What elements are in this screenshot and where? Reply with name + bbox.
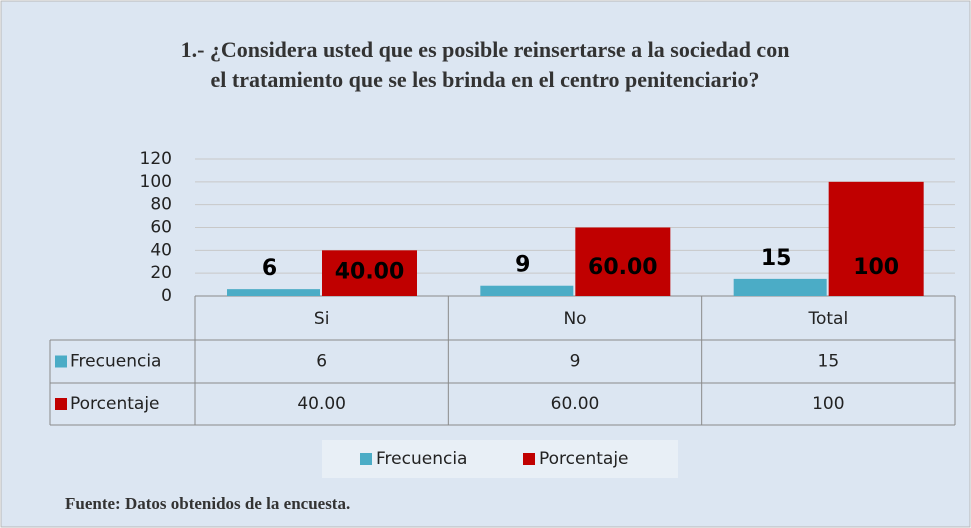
bar	[733, 278, 827, 296]
legend-box	[322, 440, 678, 478]
data-label: 15	[761, 246, 792, 271]
table-cell: 6	[316, 352, 327, 372]
data-label: 100	[853, 255, 899, 280]
table-cell: 9	[570, 352, 581, 372]
table-row-label: Frecuencia	[70, 352, 161, 372]
bar	[575, 227, 671, 296]
y-tick-label: 80	[150, 195, 172, 215]
legend-swatch	[55, 355, 67, 368]
source-note: Fuente: Datos obtenidos de la encuesta.	[65, 494, 350, 513]
y-tick-label: 40	[150, 240, 172, 260]
table-row-label: Porcentaje	[70, 394, 160, 414]
legend-swatch	[523, 453, 535, 465]
legend-label: Frecuencia	[376, 449, 467, 469]
y-tick-label: 60	[150, 218, 172, 238]
data-label: 40.00	[335, 259, 405, 284]
table-header: Total	[807, 309, 848, 329]
legend-swatch	[360, 453, 372, 465]
table-cell: 60.00	[551, 394, 600, 414]
table-header: No	[563, 309, 586, 329]
y-tick-label: 120	[140, 149, 172, 169]
legend-label: Porcentaje	[539, 449, 629, 469]
bar	[828, 181, 924, 296]
data-label: 6	[262, 256, 277, 281]
y-tick-label: 20	[150, 263, 172, 283]
y-tick-label: 0	[161, 286, 172, 306]
table-cell: 100	[812, 394, 844, 414]
data-label: 9	[515, 253, 530, 278]
data-label: 60.00	[588, 255, 658, 280]
bar	[227, 289, 320, 296]
chart-title: 1.- ¿Considera usted que es posible rein…	[181, 37, 790, 92]
legend-swatch	[55, 398, 67, 410]
table-cell: 40.00	[297, 394, 346, 414]
bar	[480, 285, 574, 296]
table-header: Si	[314, 309, 330, 329]
bar	[322, 250, 417, 296]
y-tick-label: 100	[140, 172, 172, 192]
table-cell: 15	[818, 352, 840, 372]
